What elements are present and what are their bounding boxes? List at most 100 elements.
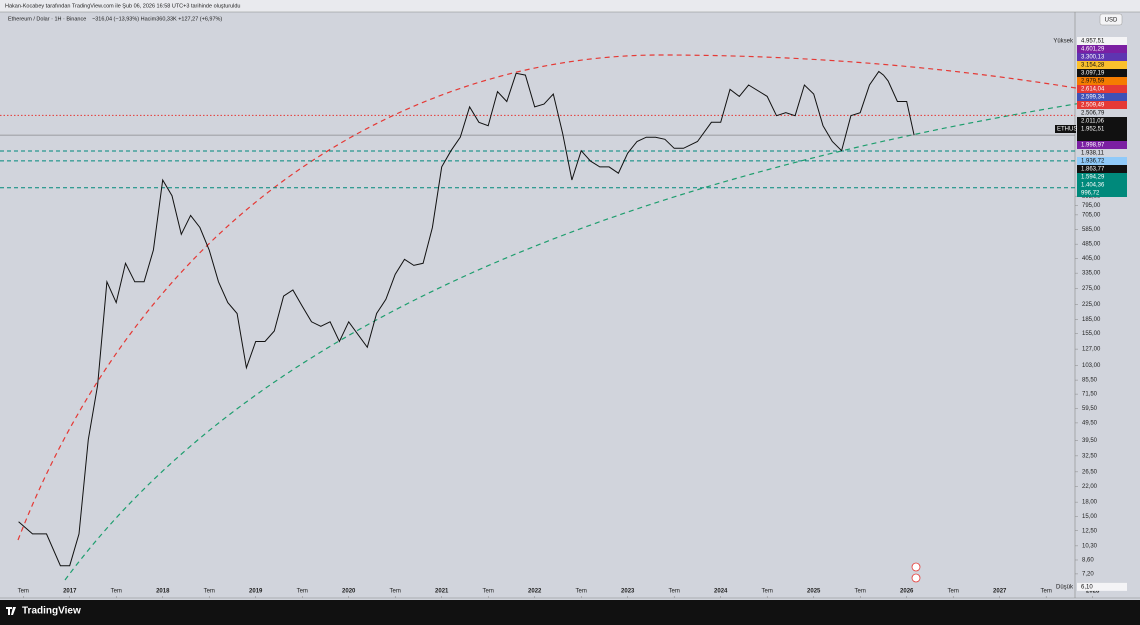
price-label: 2.011,06 xyxy=(1081,119,1105,125)
y-tick-label: 185,00 xyxy=(1082,317,1101,323)
y-tick-label: 8,60 xyxy=(1082,558,1094,564)
price-label: 1.938,11 xyxy=(1081,151,1105,157)
price-label-box xyxy=(1077,61,1127,69)
x-tick-label: 2024 xyxy=(714,589,728,595)
y-tick-label: 795,00 xyxy=(1082,203,1101,209)
price-label: 3.154,28 xyxy=(1081,63,1105,69)
y-tick-label: 7,20 xyxy=(1082,571,1094,577)
x-tick-label: Tem xyxy=(669,589,680,595)
y-tick-label: 225,00 xyxy=(1082,302,1101,308)
y-tick-label: 103,00 xyxy=(1082,363,1101,369)
y-tick-label: 32,50 xyxy=(1082,453,1098,459)
price-label: 3.300,13 xyxy=(1081,55,1105,61)
y-tick-label: 585,00 xyxy=(1082,227,1101,233)
x-tick-label: 2027 xyxy=(993,589,1007,595)
chart-title: Ethereum / Dolar · 1H · Binance xyxy=(8,16,86,22)
x-tick-label: Tem xyxy=(390,589,401,595)
price-label: 2.979,59 xyxy=(1081,79,1105,85)
price-label: 2.599,34 xyxy=(1081,95,1105,101)
x-tick-label: Tem xyxy=(204,589,215,595)
price-label-box xyxy=(1077,77,1127,85)
red-arc-drawing xyxy=(17,54,1101,541)
brand: TradingView xyxy=(22,606,81,617)
price-label-box xyxy=(1077,189,1127,197)
price-label-box xyxy=(1077,173,1127,181)
y-tick-label: 405,00 xyxy=(1082,256,1101,262)
x-tick-label: Tem xyxy=(948,589,959,595)
x-tick-label: 2020 xyxy=(342,589,356,595)
plot xyxy=(0,54,1101,581)
x-tick-label: Tem xyxy=(111,589,122,595)
y-tick-label: 22,00 xyxy=(1082,484,1098,490)
x-tick-label: Tem xyxy=(855,589,866,595)
price-label-box xyxy=(1077,45,1127,53)
y-tick-label: 26,50 xyxy=(1082,469,1098,475)
x-tick-label: Tem xyxy=(483,589,494,595)
y-tick-label: 39,50 xyxy=(1082,438,1098,444)
x-tick-label: 2023 xyxy=(621,589,635,595)
price-label-box xyxy=(1077,141,1127,149)
attribution: Hakan-Kocabey tarafından TradingView.com… xyxy=(5,3,240,9)
price-label-box xyxy=(1077,93,1127,101)
event-icon[interactable] xyxy=(911,562,921,572)
price-label-box xyxy=(1077,157,1127,165)
countdown-box xyxy=(1077,133,1127,141)
price-label: 1.863,77 xyxy=(1081,167,1105,173)
chart-background xyxy=(0,0,1140,600)
y-tick-label: 15,00 xyxy=(1082,514,1098,520)
last-label: 1.952,51 xyxy=(1081,127,1105,133)
price-line xyxy=(18,70,915,567)
x-tick-label: 2021 xyxy=(435,589,449,595)
price-label-box xyxy=(1077,181,1127,189)
price-label: 4.601,29 xyxy=(1081,47,1105,53)
price-label: 1.404,36 xyxy=(1081,183,1105,189)
price-label: 3.097,19 xyxy=(1081,71,1105,77)
x-tick-label: Tem xyxy=(297,589,308,595)
x-tick-label: 2018 xyxy=(156,589,170,595)
y-tick-label: 18,00 xyxy=(1082,500,1098,506)
high-label-box xyxy=(1077,37,1127,45)
last-name-box xyxy=(1055,125,1076,133)
y-tick-label: 485,00 xyxy=(1082,242,1101,248)
event-icon[interactable] xyxy=(911,573,921,583)
price-label: 1.594,29 xyxy=(1081,175,1105,181)
price-label-box xyxy=(1077,53,1127,61)
y-tick-label: 275,00 xyxy=(1082,286,1101,292)
high-label: 4.957,51 xyxy=(1081,39,1105,45)
price-label-box xyxy=(1077,117,1127,125)
x-tick-label: Tem xyxy=(576,589,587,595)
y-tick-label: 59,50 xyxy=(1082,406,1098,412)
y-tick-label: 10,30 xyxy=(1082,543,1098,549)
x-tick-label: Tem xyxy=(18,589,29,595)
price-label: 996,72 xyxy=(1081,191,1100,197)
y-tick-label: 49,50 xyxy=(1082,420,1098,426)
x-tick-label: 2026 xyxy=(900,589,914,595)
attribution-bar xyxy=(0,0,1140,12)
green-arc-drawing xyxy=(64,99,1101,581)
y-tick-label: 12,50 xyxy=(1082,528,1098,534)
high-name: Yüksek xyxy=(1053,39,1074,45)
low-label: 6,10 xyxy=(1081,584,1093,590)
last-label-box xyxy=(1077,125,1127,133)
currency[interactable]: USD xyxy=(1105,18,1118,24)
x-tick-label: 2019 xyxy=(249,589,263,595)
y-tick-label: 127,00 xyxy=(1082,347,1101,353)
y-tick-label: 85,50 xyxy=(1082,378,1098,384)
footer xyxy=(0,600,1140,625)
y-tick-label: 335,00 xyxy=(1082,271,1101,277)
price-label: 2.506,79 xyxy=(1081,111,1105,117)
price-label-box xyxy=(1077,101,1127,109)
price-label-box xyxy=(1077,109,1127,117)
price-label: 1.936,72 xyxy=(1081,159,1105,165)
x-tick-label: Tem xyxy=(762,589,773,595)
x-tick-label: 2022 xyxy=(528,589,542,595)
chart-subtitle: ~316,04 (−13,93%) Hacim360,33K +127,27 (… xyxy=(92,16,222,22)
price-label: 2.614,04 xyxy=(1081,87,1105,93)
currency-box[interactable] xyxy=(1099,13,1123,26)
price-label-box xyxy=(1077,149,1127,157)
y-tick-label: 155,00 xyxy=(1082,331,1101,337)
x-tick-label: 2028 xyxy=(1086,589,1100,595)
x-tick-label: Tem xyxy=(1041,589,1052,595)
